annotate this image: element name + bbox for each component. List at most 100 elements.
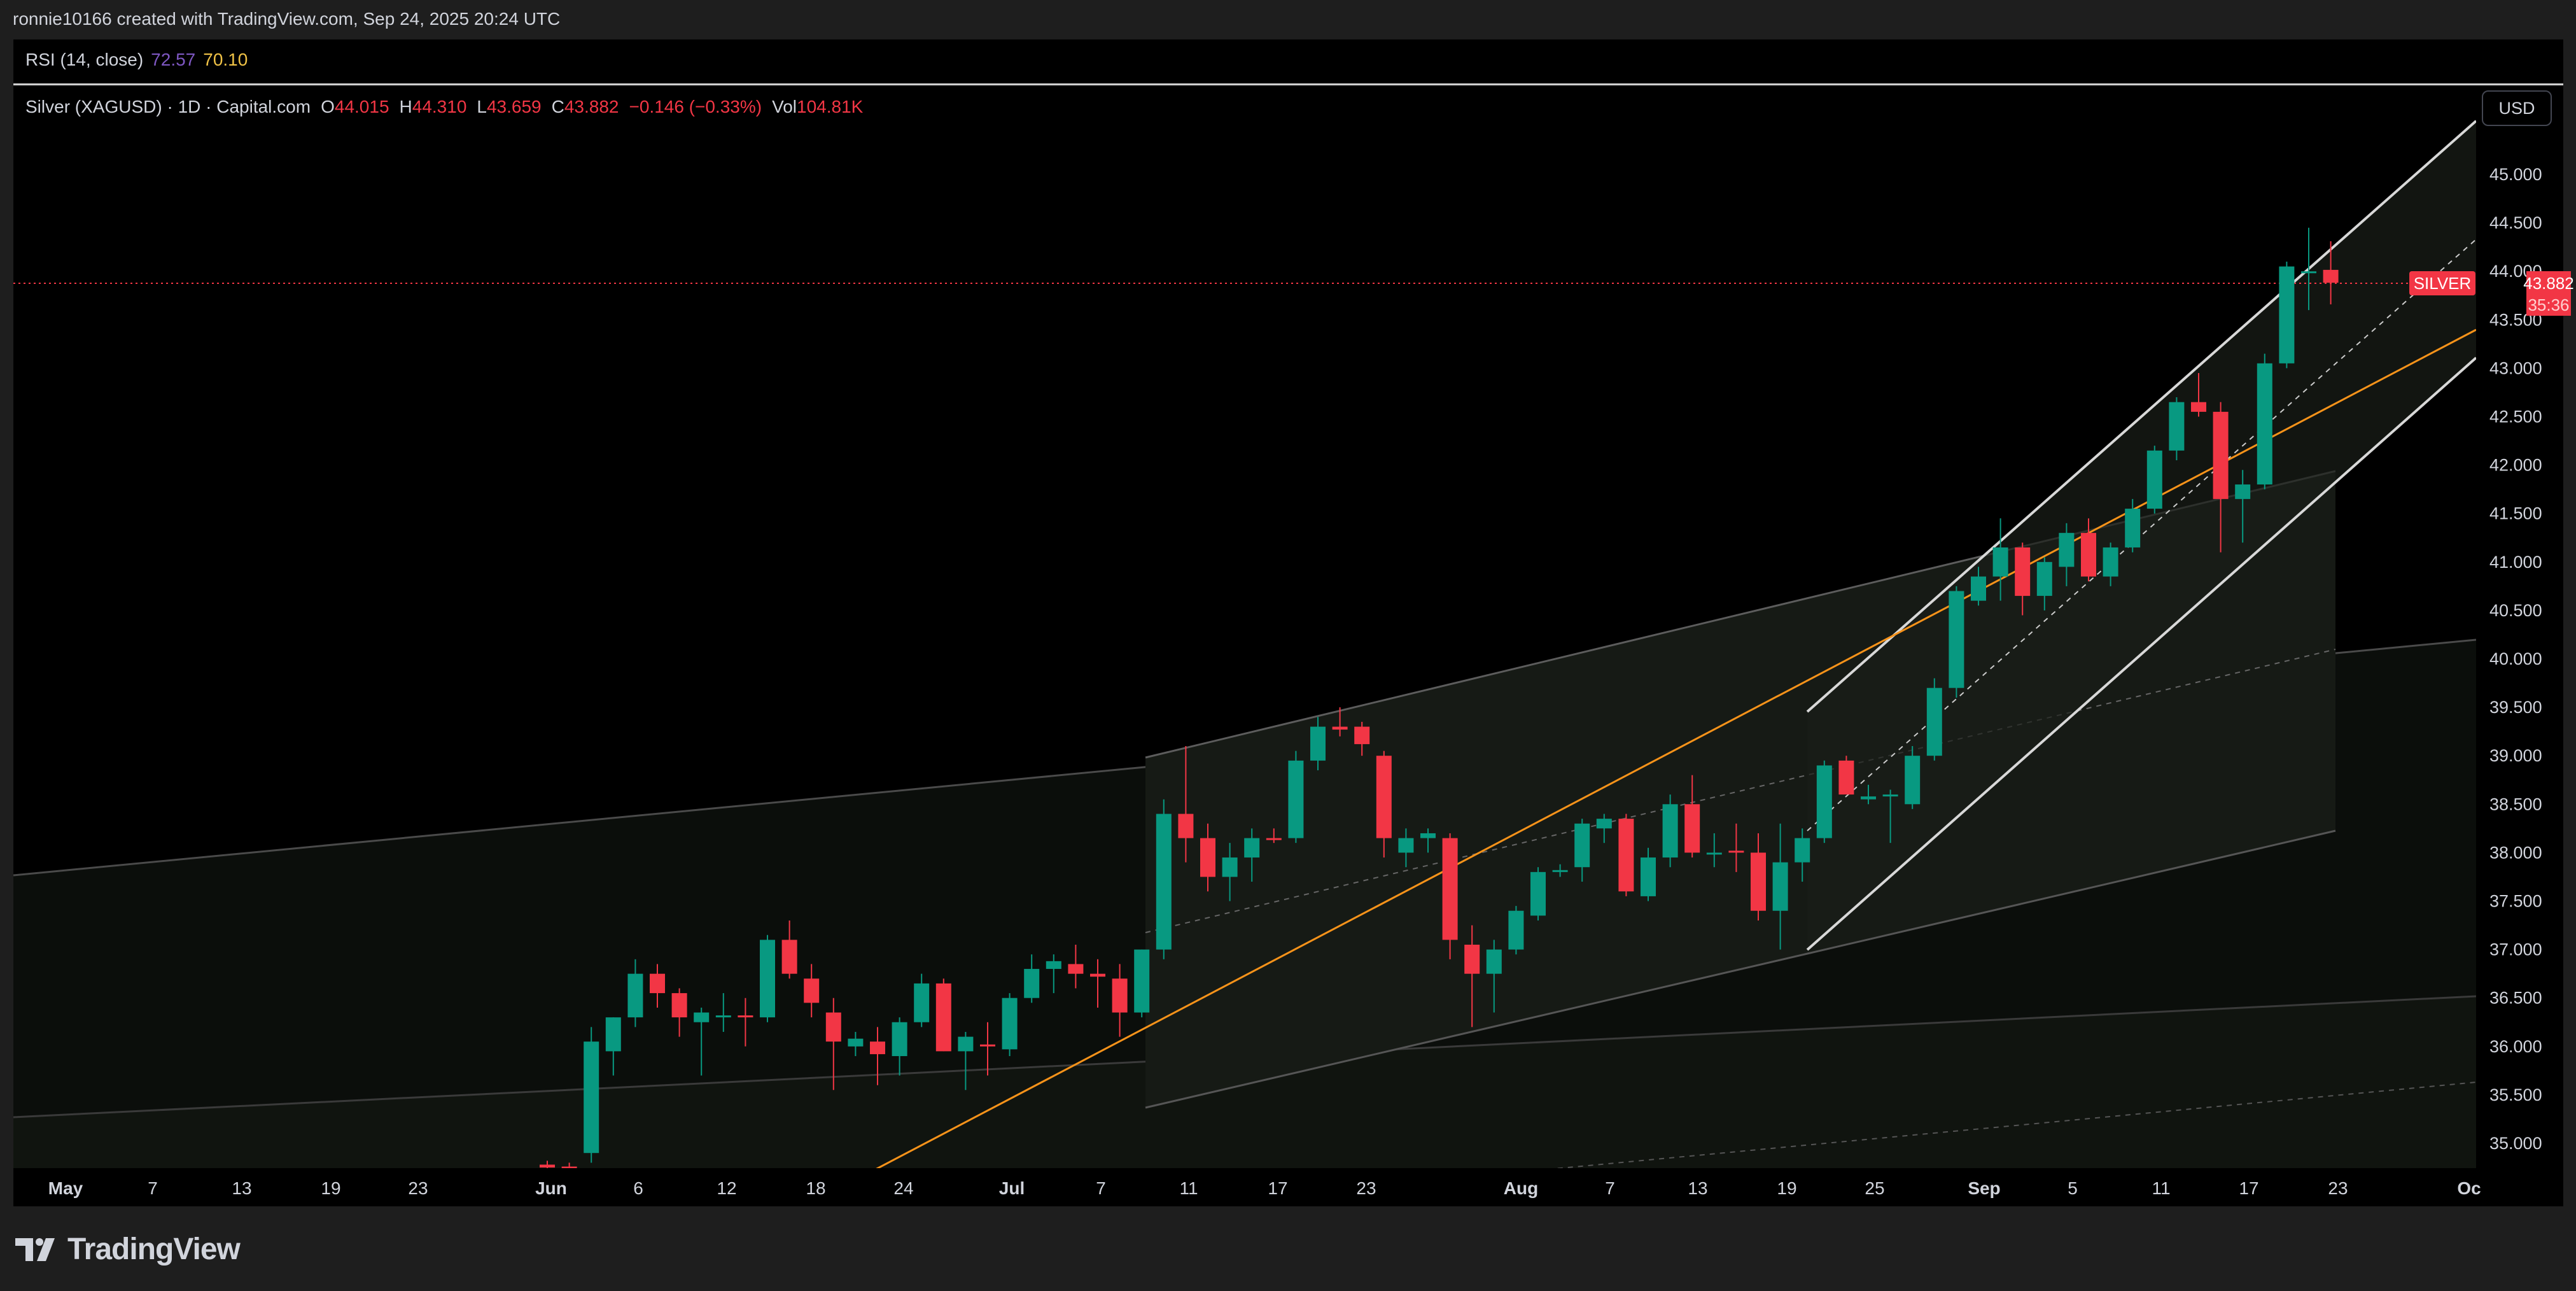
candle-body xyxy=(804,978,820,1003)
candle-body xyxy=(1684,804,1700,853)
time-tick-label: Oc xyxy=(2457,1178,2481,1198)
candle xyxy=(1706,833,1722,868)
time-tick-label: 11 xyxy=(2152,1178,2170,1198)
rsi-ma-value: 70.10 xyxy=(203,50,248,69)
candle xyxy=(2169,397,2185,460)
candle-body xyxy=(892,1022,907,1057)
candle xyxy=(2036,557,2052,610)
header-bar: ronnie10166 created with TradingView.com… xyxy=(0,0,2576,41)
time-tick-label: 23 xyxy=(2328,1178,2348,1198)
candle-body xyxy=(671,993,687,1018)
candle xyxy=(1905,745,1921,809)
candle-body xyxy=(1266,838,1282,840)
time-tick-label: 24 xyxy=(893,1178,913,1198)
candle-body xyxy=(781,940,797,974)
candle xyxy=(671,988,687,1037)
candle xyxy=(2279,261,2295,369)
candle xyxy=(561,1162,577,1168)
candle xyxy=(1376,751,1392,858)
symbol-legend[interactable]: Silver (XAGUSD) · 1D · Capital.com O44.01… xyxy=(25,97,863,117)
price-tick-label: 40.000 xyxy=(2489,649,2542,668)
candle xyxy=(2125,498,2141,553)
candle-body xyxy=(2015,547,2031,596)
time-tick-label: 19 xyxy=(1777,1178,1796,1198)
time-scale-bg[interactable] xyxy=(13,1168,2476,1206)
rsi-label: RSI (14, close) xyxy=(25,50,144,69)
candle-body xyxy=(935,983,951,1052)
candle-body xyxy=(958,1036,974,1052)
close-value: 43.882 xyxy=(564,97,619,116)
candle-body xyxy=(1354,726,1370,744)
candle-body xyxy=(2081,533,2096,577)
price-tick-label: 35.000 xyxy=(2489,1134,2542,1153)
candle-body xyxy=(1178,814,1194,838)
symbol-price-tag: SILVER xyxy=(2409,271,2475,295)
candle-body xyxy=(1772,862,1788,911)
candle xyxy=(1684,775,1700,858)
volume-value: 104.81K xyxy=(797,97,864,116)
price-tick-label: 43.000 xyxy=(2489,358,2542,377)
candle-body xyxy=(1090,973,1105,977)
currency-button[interactable]: USD xyxy=(2482,90,2552,126)
candle-body xyxy=(1949,591,1964,688)
time-tick-label: 18 xyxy=(806,1178,825,1198)
candle-body xyxy=(2279,266,2295,363)
candle-body xyxy=(1288,760,1304,838)
open-label: O xyxy=(321,97,335,116)
candle xyxy=(2301,227,2316,311)
price-tick-label: 38.500 xyxy=(2489,794,2542,814)
candle xyxy=(2059,523,2075,586)
candle-body xyxy=(1420,833,1436,838)
candle-body xyxy=(2146,450,2162,509)
candle xyxy=(1178,745,1194,863)
candle-body xyxy=(1024,969,1040,998)
candle xyxy=(1926,678,1942,761)
steep-channel-bottom-line xyxy=(1806,356,2476,951)
candle-body xyxy=(1971,576,1986,601)
steep-channel-top-line xyxy=(1806,120,2476,713)
candle-body xyxy=(1156,814,1172,950)
steep-channel-mid-line xyxy=(1807,239,2476,831)
candle-body xyxy=(1728,850,1744,853)
panel-divider[interactable] xyxy=(13,83,2563,85)
candle-body xyxy=(1134,949,1150,1013)
candle xyxy=(1751,833,1766,921)
time-tick-label: 17 xyxy=(1268,1178,1287,1198)
candle xyxy=(2103,542,2118,586)
chart-credit: ronnie10166 created with TradingView.com… xyxy=(13,9,561,29)
drawing-layer[interactable] xyxy=(13,120,2476,1173)
price-tick-label: 44.500 xyxy=(2489,213,2542,232)
candle xyxy=(1816,760,1832,843)
candle-body xyxy=(2036,561,2052,596)
candle-body xyxy=(1641,857,1656,896)
candle xyxy=(1574,819,1590,882)
time-tick-label: 6 xyxy=(633,1178,643,1198)
candle xyxy=(2146,446,2162,514)
candle xyxy=(1949,586,1964,698)
candle-body xyxy=(1905,756,1921,805)
candle-body xyxy=(2213,411,2229,499)
close-label: C xyxy=(551,97,564,116)
candle-body xyxy=(760,940,775,1018)
low-label: L xyxy=(477,97,487,116)
candle xyxy=(914,973,930,1027)
candle-body xyxy=(2059,533,2075,567)
tradingview-logo[interactable]: TradingView xyxy=(15,1232,241,1267)
tradingview-logo-icon xyxy=(15,1238,55,1261)
time-scale[interactable]: May 7 13 19 23 Jun 6 12 18 24 Jul 7 11 17 23 Aug 7 13 19 25… xyxy=(48,1178,2481,1198)
candle xyxy=(1420,828,1436,853)
candle-body xyxy=(1222,857,1238,877)
candle xyxy=(781,920,797,979)
candle-body xyxy=(1618,819,1634,892)
candle-body xyxy=(715,1015,731,1018)
last-price-tag: 43.882 xyxy=(2523,271,2574,295)
candle-body xyxy=(2323,269,2339,283)
candle-body xyxy=(1376,756,1392,838)
candle xyxy=(627,959,643,1027)
price-scale[interactable]: 35.000 35.500 36.000 36.500 37.000 37.500 38.0… xyxy=(2489,165,2542,1153)
rsi-indicator-legend[interactable]: RSI (14, close) 72.57 70.10 xyxy=(25,50,248,70)
candle xyxy=(1861,784,1876,805)
rsi-panel[interactable] xyxy=(13,39,2563,84)
candle xyxy=(1156,799,1172,959)
